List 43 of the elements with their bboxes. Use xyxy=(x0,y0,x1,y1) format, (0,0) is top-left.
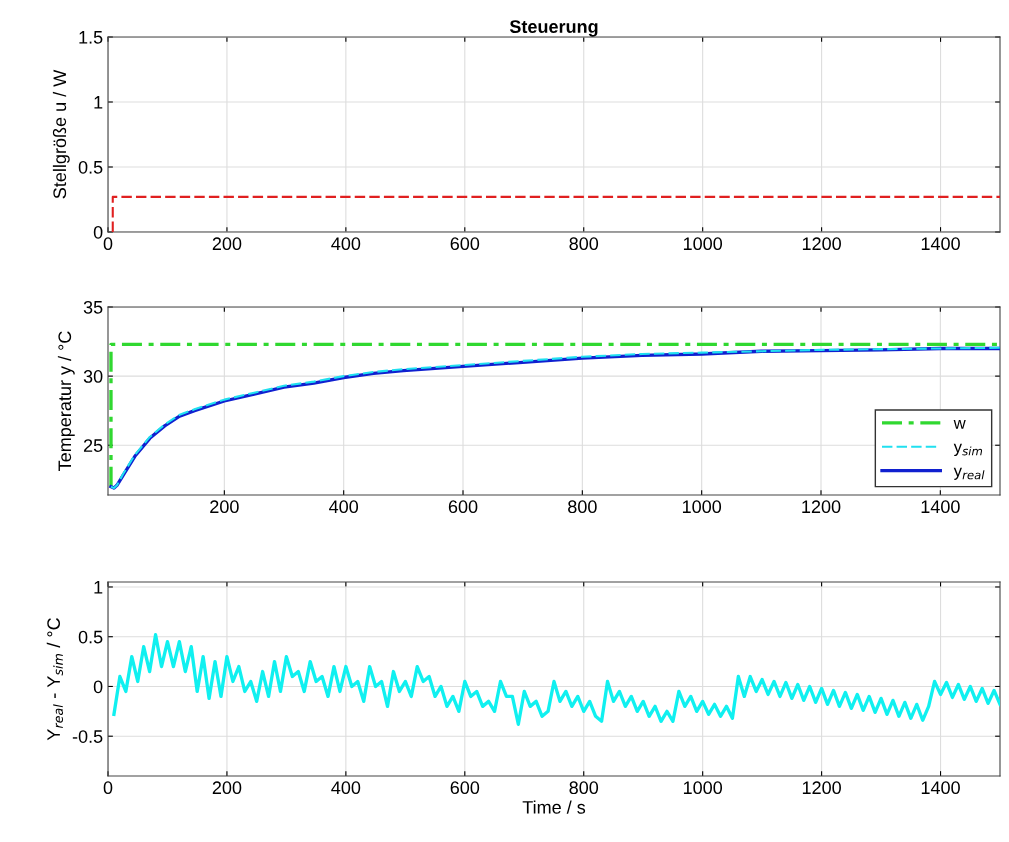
y-axis-title: Y$_{real}$ - Y$_{sim}$ / °C xyxy=(46,618,63,741)
y-tick-label: 1 xyxy=(94,96,103,109)
legend-label: y$_{sim}$ xyxy=(953,443,983,457)
legend-label: w xyxy=(953,419,966,429)
y-tick-label: 0 xyxy=(93,225,103,239)
x-tick-label: 200 xyxy=(212,781,242,795)
x-tick-label: 400 xyxy=(331,237,361,251)
x-tick-label: 400 xyxy=(329,500,359,514)
y-tick-label: 1.5 xyxy=(79,31,103,44)
y-tick-label: 0 xyxy=(93,680,103,694)
x-tick-label: 0 xyxy=(103,237,113,251)
y-tick-label: 35 xyxy=(83,300,103,314)
y-tick-label: -0.5 xyxy=(72,730,103,743)
x-tick-label: 0 xyxy=(103,781,113,795)
x-tick-label: 1400 xyxy=(921,500,960,514)
chart-title: Steuerung xyxy=(509,20,598,37)
x-tick-label: 1000 xyxy=(682,500,722,514)
x-tick-label: 800 xyxy=(569,237,599,251)
y-tick-label: 1 xyxy=(94,581,103,594)
y-tick-label: 0.5 xyxy=(78,630,103,644)
x-tick-label: 600 xyxy=(450,237,480,251)
x-tick-label: 1000 xyxy=(683,781,723,795)
y-axis-title: Temperatur y / °C xyxy=(57,331,75,471)
x-tick-label: 1200 xyxy=(802,500,841,514)
y-axis-title: Stellgröße u / W xyxy=(52,69,70,199)
x-tick-label: 1400 xyxy=(921,237,960,251)
x-tick-label: 1200 xyxy=(802,781,841,795)
x-axis-title: Time / s xyxy=(522,800,586,814)
x-tick-label: 800 xyxy=(569,781,599,795)
x-tick-label: 600 xyxy=(450,781,480,795)
y-tick-label: 30 xyxy=(83,370,103,383)
y-tick-label: 25 xyxy=(83,439,103,452)
x-tick-label: 600 xyxy=(448,500,478,514)
legend-label: y$_{real}$ xyxy=(953,467,985,480)
y-tick-label: 0.5 xyxy=(78,160,103,174)
x-tick-label: 200 xyxy=(210,500,239,514)
x-tick-label: 800 xyxy=(568,500,597,514)
x-tick-label: 1200 xyxy=(802,237,841,251)
x-tick-label: 1000 xyxy=(683,237,723,251)
x-tick-label: 400 xyxy=(331,781,361,795)
line-series xyxy=(112,633,1000,726)
x-tick-label: 1400 xyxy=(921,781,960,795)
x-tick-label: 200 xyxy=(212,237,242,251)
